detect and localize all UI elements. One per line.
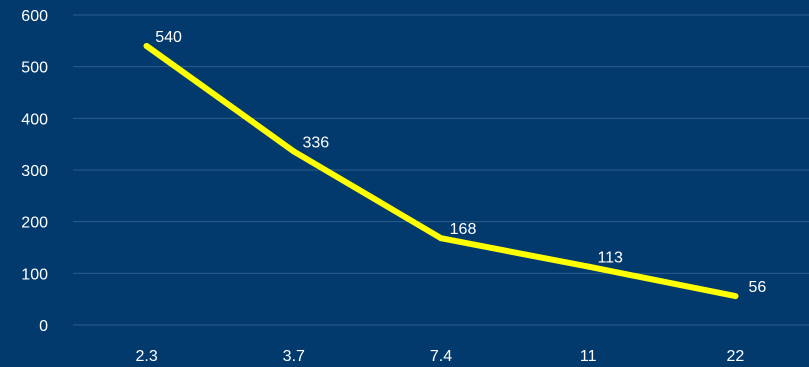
y-tick-label: 0: [39, 318, 48, 335]
data-point: [290, 148, 297, 155]
y-tick-label: 200: [21, 215, 48, 232]
x-tick-label: 3.7: [283, 348, 305, 365]
y-tick-label: 100: [21, 266, 48, 283]
data-label: 336: [302, 134, 329, 151]
x-tick-label: 2.3: [135, 348, 157, 365]
y-tick-label: 400: [21, 111, 48, 128]
series-layer: [143, 43, 739, 300]
y-tick-label: 600: [21, 8, 48, 25]
data-label: 168: [450, 221, 477, 238]
data-label: 56: [749, 279, 767, 296]
gridlines: [73, 14, 809, 326]
x-tick-label: 22: [727, 348, 745, 365]
data-point: [732, 293, 739, 300]
y-tick-label: 500: [21, 60, 48, 77]
x-tick-label: 11: [580, 348, 597, 365]
y-axis-tick-labels: 0 100 200 300 400 500 600: [21, 8, 48, 335]
data-point: [143, 43, 150, 49]
data-point: [438, 235, 444, 242]
data-label: 113: [597, 250, 623, 267]
data-label: 540: [155, 29, 182, 46]
series-line: [143, 43, 739, 300]
x-tick-label: 7.4: [430, 348, 452, 365]
data-point: [585, 263, 592, 270]
data-labels: 540 336 168 113 56: [155, 29, 766, 296]
x-axis-tick-labels: 2.3 3.7 7.4 11 22: [135, 348, 744, 365]
y-tick-label: 300: [21, 163, 48, 180]
